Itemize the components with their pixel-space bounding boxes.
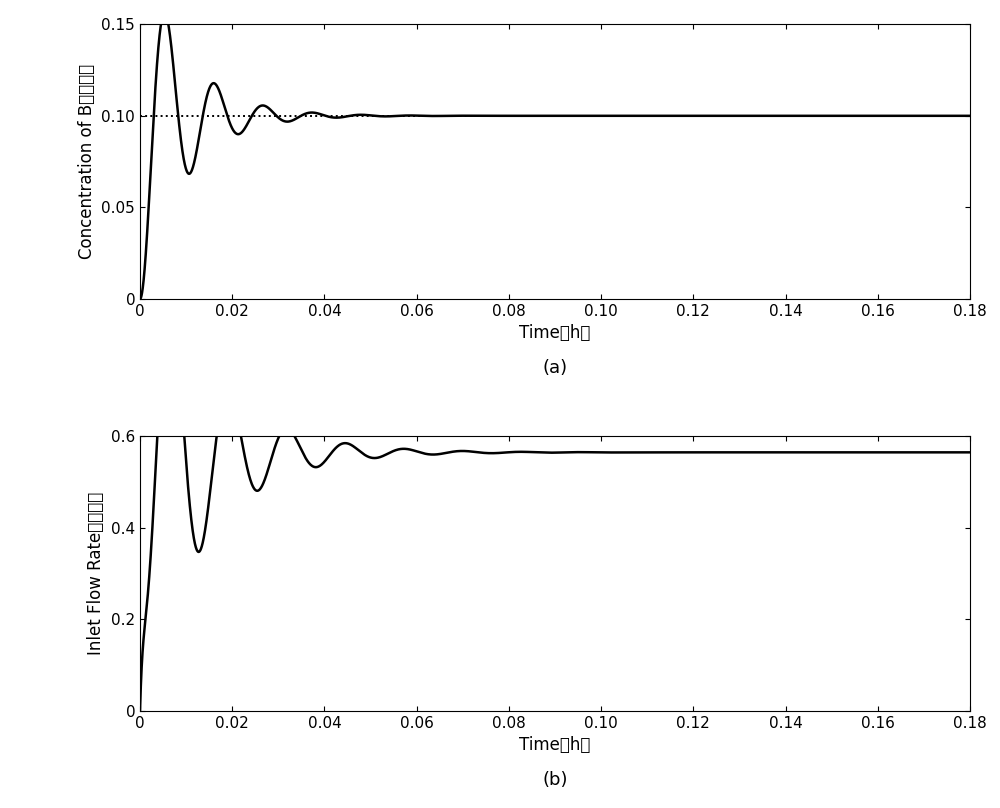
Y-axis label: Concentration of B（浓度）: Concentration of B（浓度） <box>78 64 96 259</box>
Text: (b): (b) <box>542 772 568 789</box>
Y-axis label: Inlet Flow Rate（流速）: Inlet Flow Rate（流速） <box>87 492 105 655</box>
X-axis label: Time（h）: Time（h） <box>519 736 591 755</box>
Text: (a): (a) <box>542 360 568 377</box>
X-axis label: Time（h）: Time（h） <box>519 324 591 343</box>
